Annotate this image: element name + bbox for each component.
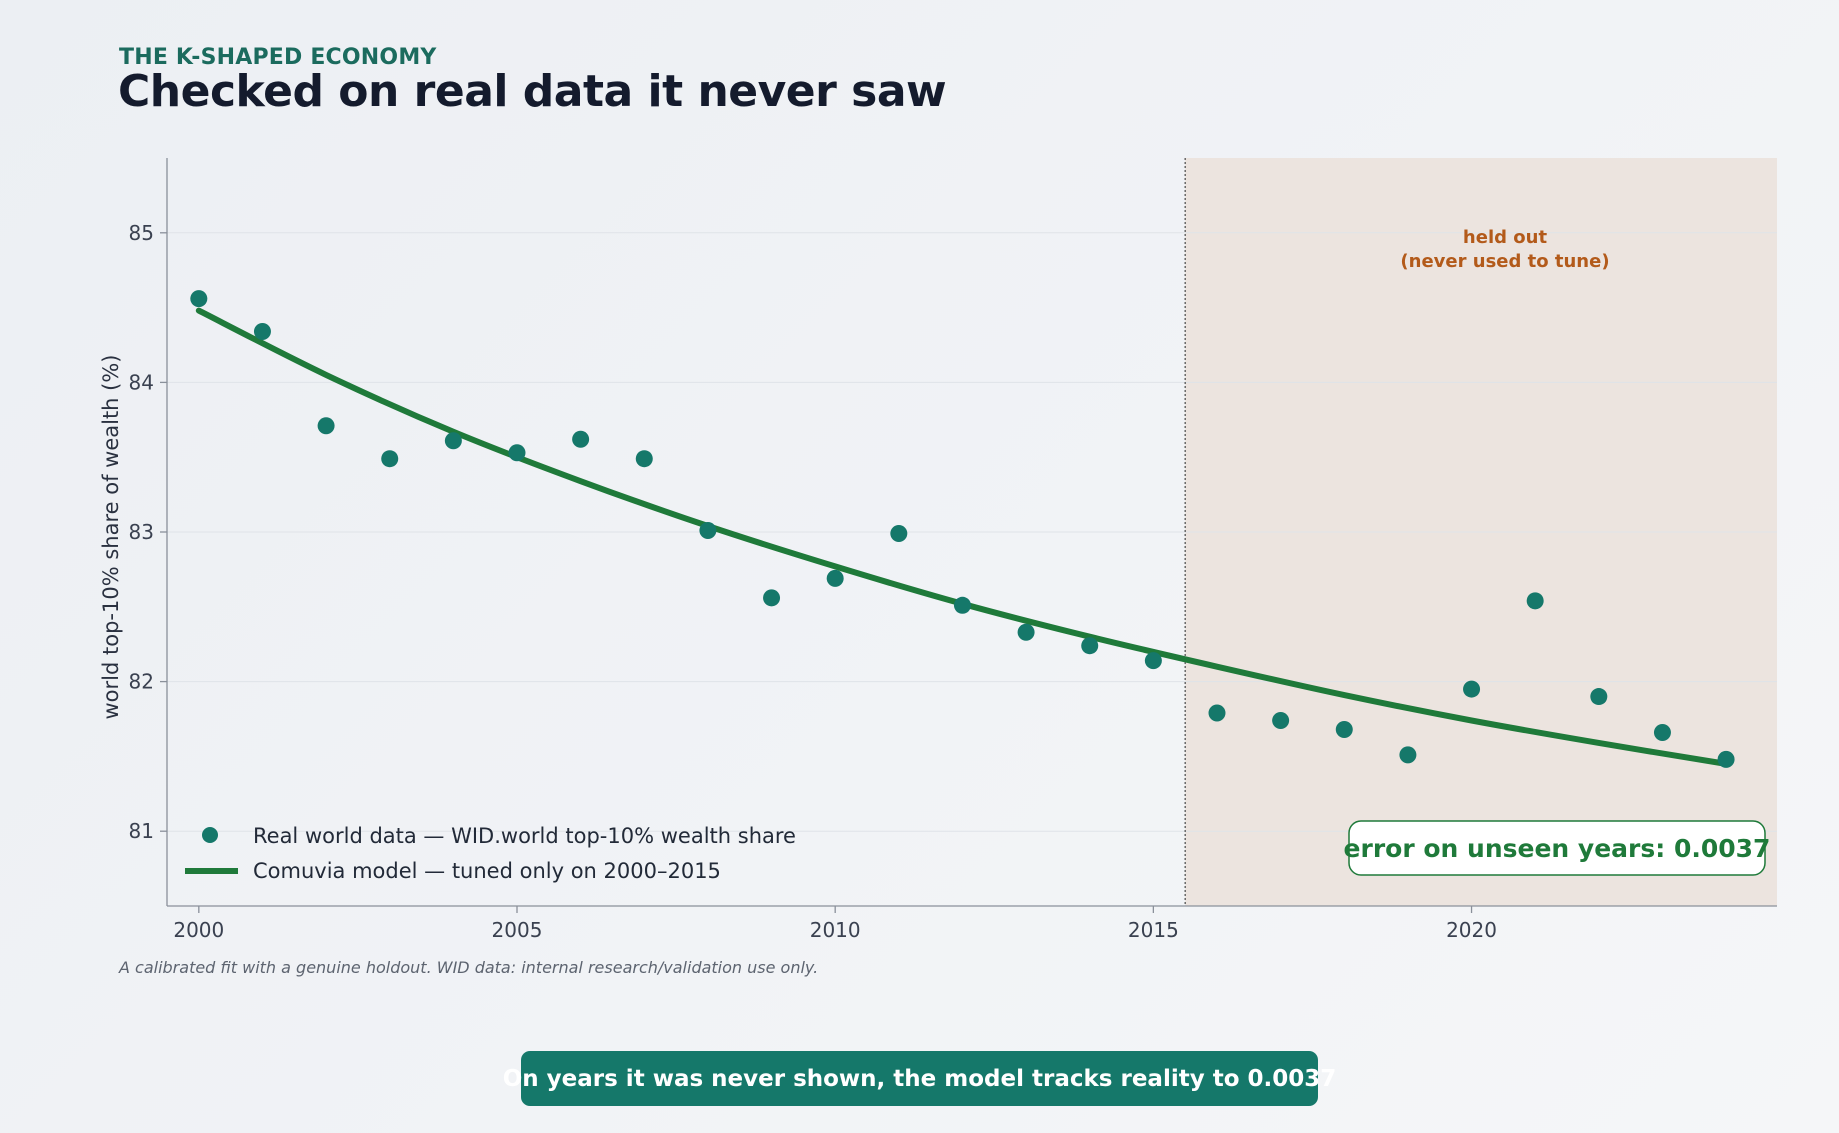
- y-tick-label: 82: [129, 670, 154, 694]
- summary-banner: On years it was never shown, the model t…: [503, 1051, 1336, 1106]
- data-point-2006: [572, 430, 590, 448]
- legend-marker-real-data: [202, 827, 218, 843]
- x-tick-label: 2010: [810, 918, 861, 942]
- x-tick-label: 2000: [173, 918, 224, 942]
- data-point-2022: [1590, 688, 1608, 706]
- y-tick-label: 81: [129, 819, 154, 843]
- x-tick-label: 2015: [1128, 918, 1179, 942]
- data-point-2012: [953, 596, 971, 614]
- data-point-2010: [826, 569, 844, 587]
- data-point-2002: [317, 417, 335, 435]
- data-point-2021: [1526, 592, 1544, 610]
- data-point-2016: [1208, 704, 1226, 722]
- y-tick-label: 85: [129, 221, 154, 245]
- error-box-text: error on unseen years: 0.0037: [1344, 834, 1771, 863]
- holdout-label: held out: [1463, 227, 1548, 248]
- chart-title: Checked on real data it never saw: [118, 66, 947, 117]
- data-point-2017: [1272, 711, 1290, 729]
- y-tick-label: 83: [129, 520, 154, 544]
- data-point-2013: [1017, 623, 1035, 641]
- y-tick-label: 84: [129, 370, 154, 394]
- x-tick-label: 2020: [1446, 918, 1497, 942]
- data-point-2020: [1463, 680, 1481, 698]
- chart-kicker: THE K-SHAPED ECONOMY: [119, 45, 437, 70]
- data-point-2009: [763, 589, 781, 607]
- legend-label-model: Comuvia model — tuned only on 2000–2015: [253, 859, 721, 883]
- x-tick-label: 2005: [492, 918, 543, 942]
- data-point-2023: [1653, 723, 1671, 741]
- x-axis-ticks: 2000 2005 2010 2015 2020: [173, 906, 1497, 942]
- data-point-2008: [699, 522, 717, 540]
- data-point-2015: [1144, 652, 1162, 670]
- data-point-2004: [444, 432, 462, 450]
- data-point-2014: [1081, 637, 1099, 655]
- error-box-frame: [1348, 820, 1766, 876]
- y-axis-ticks: 81 82 83 84 85: [129, 221, 167, 843]
- data-point-2001: [253, 323, 271, 341]
- data-points: [190, 290, 1735, 768]
- error-box: error on unseen years: 0.0037: [1344, 820, 1771, 876]
- legend: Real world data — WID.world top-10% weal…: [185, 824, 796, 883]
- data-point-2003: [381, 450, 399, 468]
- data-point-2007: [635, 450, 653, 468]
- data-point-2019: [1399, 746, 1417, 764]
- y-axis-label: world top-10% share of wealth (%): [99, 355, 123, 720]
- holdout-sublabel: (never used to tune): [1400, 251, 1609, 272]
- data-point-2000: [190, 290, 208, 308]
- legend-label-real-data: Real world data — WID.world top-10% weal…: [253, 824, 796, 848]
- chart-caption: A calibrated fit with a genuine holdout.…: [119, 958, 819, 977]
- data-point-2005: [508, 444, 526, 462]
- data-point-2011: [890, 524, 908, 542]
- data-point-2018: [1335, 720, 1353, 738]
- data-point-2024: [1717, 750, 1735, 768]
